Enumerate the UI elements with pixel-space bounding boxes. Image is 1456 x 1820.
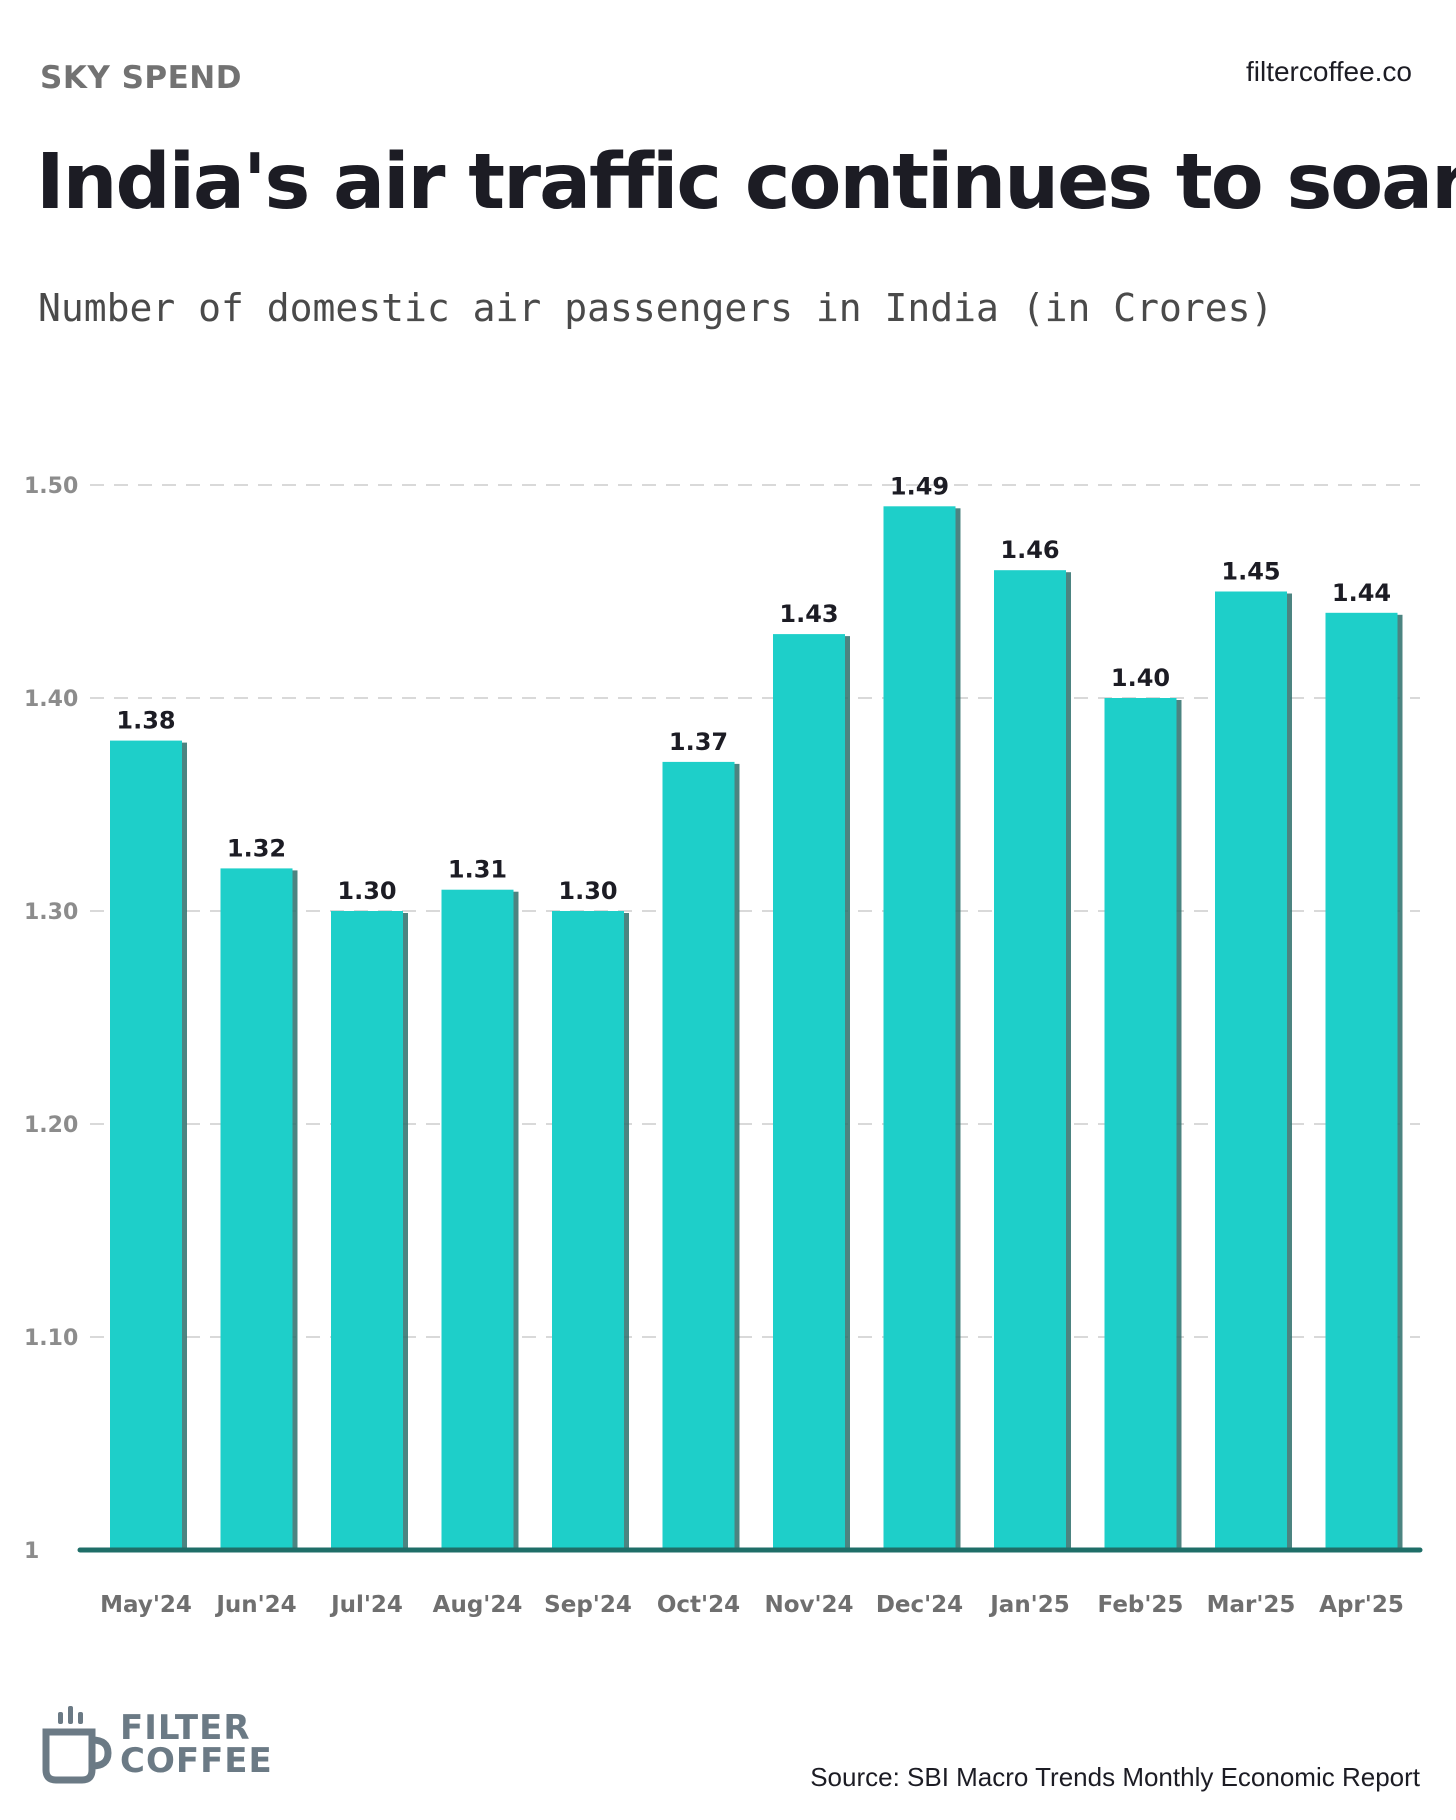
chart-title: India's air traffic continues to soar [36, 138, 1456, 227]
bar [1215, 591, 1287, 1550]
y-tick-label: 1.50 [24, 474, 78, 499]
x-tick-label: Mar'25 [1207, 1592, 1296, 1618]
x-tick-label: Dec'24 [876, 1592, 963, 1618]
data-label: 1.40 [1111, 664, 1170, 692]
logo-text: FILTER COFFEE [120, 1708, 273, 1781]
logo-line-coffee: COFFEE [120, 1741, 273, 1781]
y-tick-label: 1.30 [24, 900, 78, 925]
bar [662, 761, 735, 1550]
data-label: 1.38 [116, 707, 175, 735]
data-label: 1.37 [669, 728, 728, 756]
bar [994, 570, 1066, 1550]
y-tick-label: 1 [24, 1539, 39, 1564]
x-tick-label: May'24 [100, 1592, 192, 1618]
x-tick-label: Sep'24 [544, 1592, 632, 1618]
x-tick-label: Aug'24 [433, 1592, 523, 1618]
x-tick-label: Apr'25 [1319, 1592, 1404, 1618]
data-label: 1.30 [337, 877, 396, 905]
x-tick-label: Jul'24 [329, 1592, 403, 1618]
data-label: 1.45 [1221, 558, 1280, 586]
data-label: 1.44 [1332, 579, 1391, 607]
bar [883, 506, 956, 1550]
x-tick-label: Jun'24 [214, 1592, 296, 1618]
bar [1325, 612, 1398, 1550]
x-tick-label: Nov'24 [764, 1592, 853, 1618]
filter-coffee-logo: FILTER COFFEE [40, 1700, 273, 1790]
data-label: 1.30 [558, 877, 617, 905]
chart-subtitle: Number of domestic air passengers in Ind… [38, 286, 1274, 330]
y-tick-label: 1.40 [24, 687, 78, 712]
x-tick-label: Oct'24 [657, 1592, 740, 1618]
bar [1104, 698, 1177, 1550]
bar [441, 889, 514, 1550]
bar [552, 911, 624, 1550]
y-tick-label: 1.10 [24, 1326, 78, 1351]
data-label: 1.46 [1000, 536, 1059, 564]
logo-line-filter: FILTER [120, 1708, 251, 1748]
bar [773, 634, 845, 1550]
data-label: 1.43 [779, 600, 838, 628]
bar [331, 911, 403, 1550]
data-label: 1.49 [890, 472, 949, 500]
y-tick-label: 1.20 [24, 1113, 78, 1138]
source-note: Source: SBI Macro Trends Monthly Economi… [810, 1762, 1420, 1792]
bar-chart: 1 1.10 1.20 1.30 1.40 1.50 1.38 May'24 1.32 Jun'2… [24, 472, 1423, 1618]
data-label: 1.32 [227, 834, 286, 862]
x-tick-label: Feb'25 [1098, 1592, 1184, 1618]
coffee-mug-icon [42, 1706, 112, 1784]
bar [220, 868, 293, 1550]
kicker-label: SKY SPEND [40, 60, 242, 96]
x-tick-label: Jan'25 [988, 1592, 1070, 1618]
bar [110, 740, 182, 1550]
data-label: 1.31 [448, 856, 507, 884]
site-url: filtercoffee.co [1245, 56, 1412, 87]
